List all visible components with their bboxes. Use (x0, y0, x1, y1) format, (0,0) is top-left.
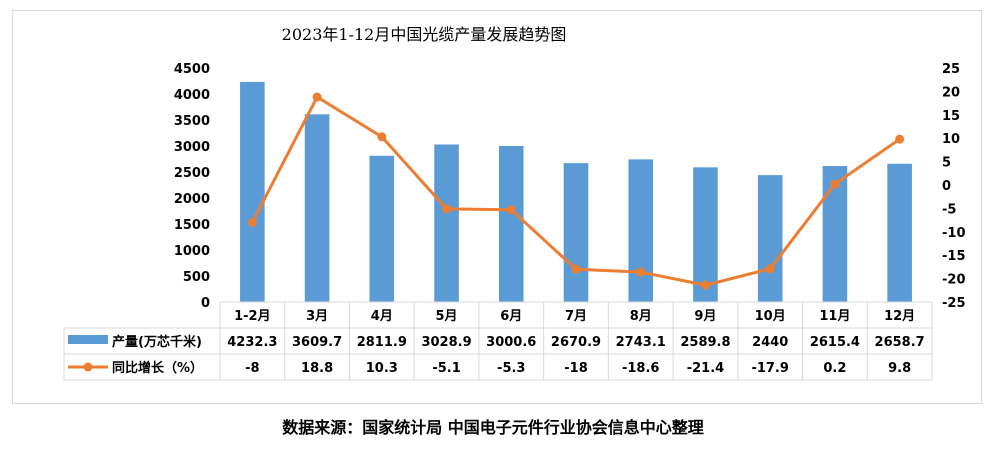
y-left-tick-label: 2000 (174, 192, 210, 207)
table-cell-growth: -21.4 (687, 361, 724, 376)
bar (822, 165, 848, 302)
growth-point (895, 134, 905, 144)
legend-label-line: 同比增长（%） (112, 360, 203, 376)
growth-point (636, 267, 646, 277)
x-tick-label: 9月 (694, 309, 716, 324)
bar (757, 175, 783, 302)
table-cell-output: 2440 (752, 335, 788, 350)
x-tick-label: 4月 (371, 309, 393, 324)
y-left-tick-label: 500 (183, 270, 210, 285)
y-left-tick-label: 1500 (174, 218, 210, 233)
bar (498, 145, 524, 302)
legend-swatch-bar (68, 335, 108, 344)
y-right-tick-label: -15 (942, 249, 966, 264)
y-right-tick-label: 25 (942, 62, 960, 77)
table-cell-growth: -18 (564, 361, 588, 376)
table-cell-output: 2589.8 (680, 335, 730, 350)
table-cell-output: 2670.9 (551, 335, 601, 350)
growth-point (765, 264, 775, 274)
y-right-tick-label: 15 (942, 109, 960, 124)
table-cell-growth: -17.9 (751, 361, 788, 376)
y-right-tick-label: -5 (942, 202, 956, 217)
bar (693, 167, 718, 302)
x-tick-label: 10月 (755, 309, 786, 324)
growth-point (247, 217, 257, 227)
y-right-tick-label: 5 (942, 156, 951, 171)
bar (240, 81, 265, 302)
table-cell-growth: 18.8 (301, 361, 333, 376)
bar (369, 155, 395, 302)
table-cell-growth: 0.2 (823, 361, 846, 376)
x-tick-label: 12月 (884, 309, 915, 324)
source-note: 数据来源：国家统计局 中国电子元件行业协会信息中心整理 (282, 418, 704, 437)
x-tick-label: 3月 (306, 309, 328, 324)
table-cell-output: 3028.9 (421, 335, 471, 350)
x-tick-label: 7月 (565, 309, 587, 324)
chart-title: 2023年1-12月中国光缆产量发展趋势图 (281, 25, 567, 44)
legend-label-bar: 产量(万芯千米) (112, 334, 202, 350)
growth-point (700, 280, 710, 290)
bar (434, 144, 459, 302)
y-right-tick-label: -20 (942, 273, 966, 288)
table-cell-growth: 10.3 (366, 361, 398, 376)
x-tick-label: 8月 (630, 309, 652, 324)
bar (628, 159, 654, 302)
y-right-tick-label: -25 (942, 296, 966, 311)
y-right-tick-label: 10 (942, 132, 960, 147)
table-cell-output: 4232.3 (227, 335, 277, 350)
table-cell-growth: -5.3 (497, 361, 525, 376)
x-tick-label: 6月 (500, 309, 522, 324)
table-cell-output: 2743.1 (616, 335, 666, 350)
y-left-tick-label: 4000 (174, 88, 210, 103)
growth-point (312, 92, 322, 102)
y-left-tick-label: 1000 (174, 244, 210, 259)
table-cell-output: 3000.6 (486, 335, 536, 350)
y-left-tick-label: 3000 (174, 140, 210, 155)
y-left-tick-label: 0 (201, 296, 210, 311)
table-cell-growth: -5.1 (432, 361, 460, 376)
growth-point (830, 179, 840, 189)
table-cell-growth: -18.6 (622, 361, 659, 376)
y-right-tick-label: -10 (942, 226, 966, 241)
table-cell-output: 2658.7 (875, 335, 925, 350)
x-tick-label: 1-2月 (234, 309, 271, 324)
bar (304, 114, 330, 303)
table-cell-output: 2615.4 (810, 335, 860, 350)
table-cell-output: 2811.9 (357, 335, 407, 350)
table-cell-growth: -8 (245, 361, 259, 376)
y-left-tick-label: 2500 (174, 166, 210, 181)
growth-point (442, 204, 452, 214)
chart-frame (12, 10, 982, 404)
bar (563, 163, 589, 302)
growth-point (506, 205, 516, 215)
x-tick-label: 5月 (436, 309, 458, 324)
y-right-tick-label: 0 (942, 179, 951, 194)
y-left-tick-label: 3500 (174, 114, 210, 129)
table-cell-output: 3609.7 (292, 335, 342, 350)
growth-point (377, 132, 387, 142)
growth-point (571, 264, 581, 274)
bar (887, 163, 912, 302)
legend-marker-line (83, 362, 93, 372)
y-left-tick-label: 4500 (174, 62, 210, 77)
x-tick-label: 11月 (819, 309, 850, 324)
y-right-tick-label: 20 (942, 85, 960, 100)
table-cell-growth: 9.8 (888, 361, 911, 376)
